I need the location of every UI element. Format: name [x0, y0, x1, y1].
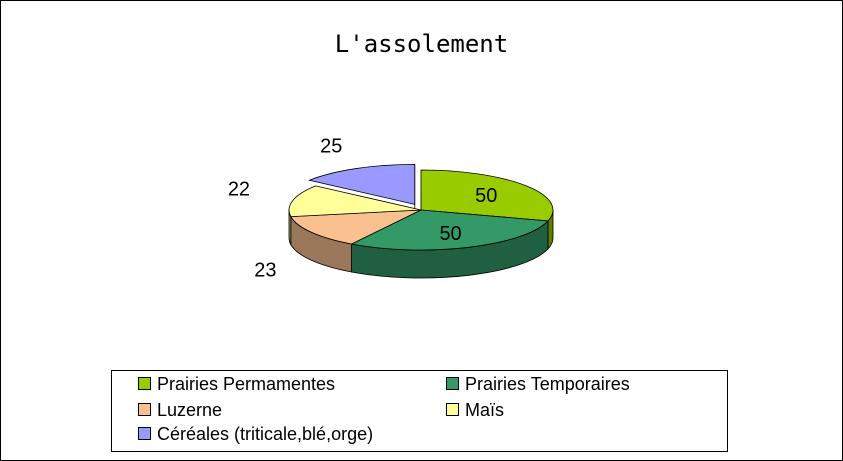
data-label-luzerne: 23 — [254, 260, 276, 282]
data-label-prairies-temporaires: 50 — [439, 223, 461, 245]
legend-item-luzerne: Luzerne — [138, 399, 222, 421]
pie-slice-luzerne — [290, 209, 422, 245]
legend-swatch-luzerne — [138, 403, 151, 416]
data-label-mais: 22 — [228, 178, 250, 200]
legend-swatch-mais — [446, 403, 459, 416]
legend-label: Prairies Temporaires — [465, 374, 630, 394]
legend-item-mais: Maïs — [446, 399, 504, 421]
pie-slice-cereales-triticale-ble-orge — [308, 163, 416, 205]
legend-item-cereales: Céréales (triticale,blé,orge) — [138, 423, 373, 445]
data-label-cereales-triticale-ble-orge: 25 — [320, 136, 342, 158]
legend-item-prairies-permamentes: Prairies Permamentes — [138, 373, 335, 395]
legend-swatch-prairies-permamentes — [138, 377, 151, 390]
legend: Prairies Permamentes Prairies Temporaire… — [111, 370, 728, 452]
legend-swatch-prairies-temporaires — [446, 377, 459, 390]
chart-title: L'assolement — [334, 30, 509, 58]
legend-item-prairies-temporaires: Prairies Temporaires — [446, 373, 630, 395]
legend-label: Céréales (triticale,blé,orge) — [157, 424, 374, 444]
legend-label: Luzerne — [157, 400, 223, 420]
data-label-prairies-permamentes: 50 — [475, 185, 497, 207]
pie-slice-mais — [288, 185, 422, 218]
pie-slice-prairies-permamentes — [420, 169, 554, 222]
legend-swatch-cereales — [138, 427, 151, 440]
legend-label: Maïs — [465, 400, 505, 420]
legend-label: Prairies Permamentes — [157, 374, 336, 394]
